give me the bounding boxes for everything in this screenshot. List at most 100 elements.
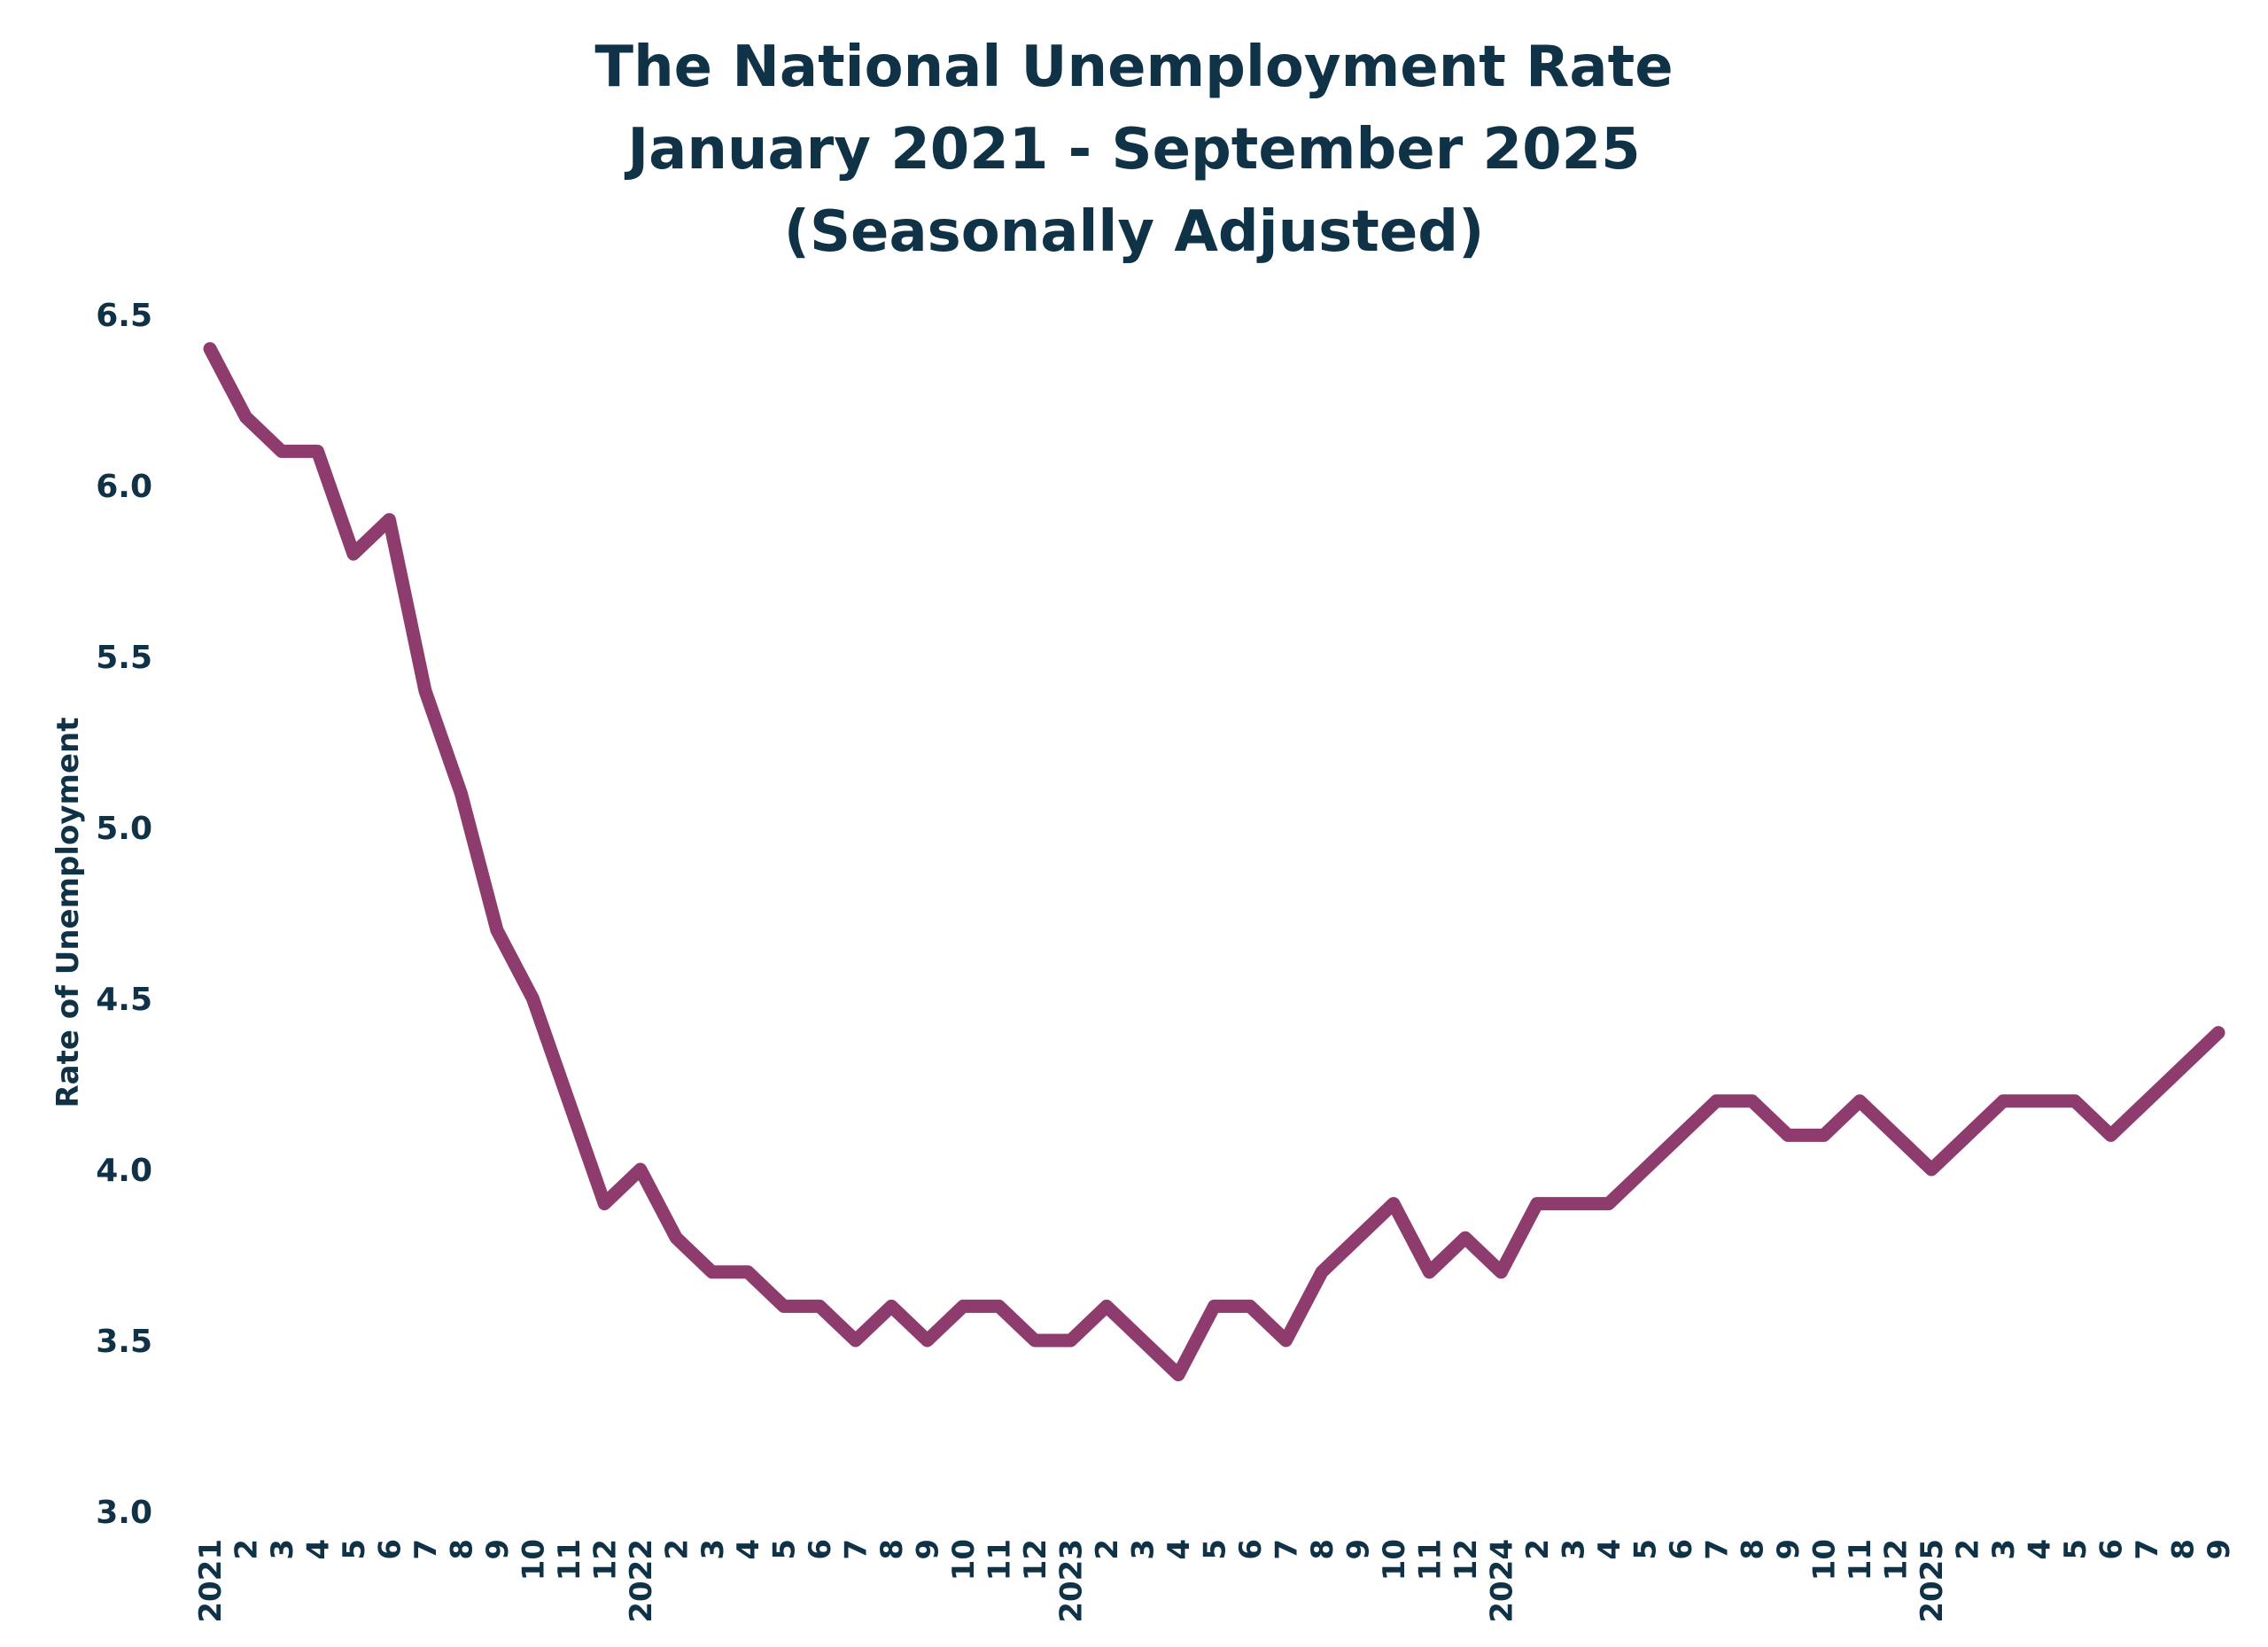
x-tick-label: 9 xyxy=(1771,1539,1806,1560)
x-tick-label: 12 xyxy=(587,1539,623,1581)
x-tick-label: 9 xyxy=(1340,1539,1376,1560)
data-point xyxy=(1643,1168,1647,1171)
data-point xyxy=(1463,1236,1467,1240)
data-point xyxy=(351,552,355,556)
x-tick-label: 7 xyxy=(2130,1539,2165,1560)
x-tick-label: 5 xyxy=(1198,1539,1233,1560)
x-tick-label: 11 xyxy=(1412,1539,1448,1581)
data-point xyxy=(1140,1339,1145,1342)
data-point xyxy=(1212,1304,1216,1309)
x-tick-label: 8 xyxy=(1305,1539,1340,1560)
data-point xyxy=(1786,1133,1790,1138)
data-point xyxy=(602,1201,607,1206)
x-tick-label: 7 xyxy=(1699,1539,1735,1560)
y-tick-label: 4.0 xyxy=(96,1153,152,1189)
x-tick-label: 4 xyxy=(2023,1539,2058,1560)
data-point xyxy=(1821,1133,1826,1138)
data-point xyxy=(566,1099,571,1103)
y-tick-label: 3.0 xyxy=(96,1495,152,1531)
x-tick-label: 2022 xyxy=(624,1539,659,1623)
data-point xyxy=(1391,1201,1395,1206)
x-tick-label: 2 xyxy=(1090,1539,1125,1560)
x-tick-label: 11 xyxy=(552,1539,587,1581)
x-tick-label: 3 xyxy=(695,1539,731,1560)
data-point xyxy=(1427,1270,1432,1274)
data-point xyxy=(1068,1339,1073,1342)
x-tick-label: 3 xyxy=(1986,1539,2022,1560)
data-point xyxy=(208,346,212,351)
x-tick-label: 4 xyxy=(731,1539,766,1560)
data-point xyxy=(818,1304,822,1309)
data-point xyxy=(925,1339,929,1342)
x-tick-label: 6 xyxy=(372,1539,408,1560)
x-tick-label: 9 xyxy=(480,1539,516,1560)
y-tick-label: 6.0 xyxy=(96,469,152,505)
data-point xyxy=(1571,1201,1575,1206)
x-tick-label: 5 xyxy=(337,1539,372,1560)
chart-title-line: January 2021 - September 2025 xyxy=(624,117,1640,183)
data-point xyxy=(1965,1133,1969,1138)
data-point xyxy=(2037,1099,2041,1103)
data-point xyxy=(997,1304,1001,1309)
x-tick-label: 5 xyxy=(767,1539,803,1560)
x-tick-label: 6 xyxy=(1233,1539,1269,1560)
data-point xyxy=(1105,1304,1109,1309)
data-point xyxy=(1284,1339,1288,1342)
data-point xyxy=(315,449,320,454)
data-point xyxy=(1714,1099,1719,1103)
x-tick-label: 5 xyxy=(1627,1539,1663,1560)
data-point xyxy=(674,1236,679,1240)
x-tick-label: 2025 xyxy=(1915,1539,1950,1623)
x-tick-label: 9 xyxy=(911,1539,946,1560)
x-tick-label: 6 xyxy=(2094,1539,2130,1560)
data-point xyxy=(2217,1030,2220,1035)
x-tick-label: 6 xyxy=(1664,1539,1699,1560)
data-point xyxy=(494,928,499,932)
x-tick-label: 3 xyxy=(1126,1539,1161,1560)
x-tick-label: 2021 xyxy=(193,1539,229,1623)
data-point xyxy=(423,688,427,693)
data-point xyxy=(1606,1201,1611,1206)
x-tick-label: 8 xyxy=(444,1539,479,1560)
data-point xyxy=(1750,1099,1754,1103)
data-point xyxy=(1499,1270,1503,1274)
series-group xyxy=(203,342,2225,1382)
x-tick-label: 6 xyxy=(803,1539,838,1560)
data-point xyxy=(638,1168,642,1171)
y-tick-label: 5.0 xyxy=(96,811,152,847)
data-point xyxy=(387,517,392,522)
series-line-unemployment-rate xyxy=(203,342,2225,1382)
x-tick-label: 8 xyxy=(1736,1539,1771,1560)
x-tick-label: 8 xyxy=(2166,1539,2202,1560)
data-point xyxy=(1247,1304,1252,1309)
data-point xyxy=(1893,1133,1898,1138)
y-axis-ticks: 3.0 3.5 4.0 4.5 5.0 5.5 6.0 6.5 xyxy=(96,298,152,1531)
chart-title-line: The National Unemployment Rate xyxy=(594,35,1673,100)
data-point xyxy=(2001,1099,2006,1103)
y-tick-label: 3.5 xyxy=(96,1324,152,1360)
x-tick-label: 3 xyxy=(1556,1539,1591,1560)
chart-title-line: (Seasonally Adjusted) xyxy=(784,199,1485,265)
x-tick-label: 4 xyxy=(1161,1539,1197,1560)
data-point xyxy=(279,449,284,454)
x-tick-label: 7 xyxy=(1269,1539,1304,1560)
y-tick-label: 4.5 xyxy=(96,982,152,1018)
x-tick-label: 7 xyxy=(408,1539,444,1560)
x-tick-label: 10 xyxy=(1377,1539,1412,1581)
x-tick-label: 2 xyxy=(229,1539,264,1560)
x-tick-label: 8 xyxy=(874,1539,910,1560)
chart-title: The National Unemployment Rate January 20… xyxy=(594,35,1673,265)
x-tick-label: 2 xyxy=(1520,1539,1556,1560)
x-tick-label: 5 xyxy=(2058,1539,2093,1560)
x-axis-ticks: 2021 2 3 4 5 6 7 8 9 10 11 12 2022 2 3 4 5 6 7 8 9 10 11 12 2023… xyxy=(193,1539,2237,1623)
x-tick-label: 11 xyxy=(983,1539,1018,1581)
x-tick-label: 2023 xyxy=(1054,1539,1090,1623)
x-tick-label: 10 xyxy=(516,1539,551,1581)
x-tick-label: 2 xyxy=(659,1539,695,1560)
x-tick-label: 11 xyxy=(1843,1539,1878,1581)
data-point xyxy=(2073,1099,2078,1103)
x-tick-label: 9 xyxy=(2202,1539,2237,1560)
data-point xyxy=(1355,1236,1360,1240)
data-point xyxy=(781,1304,786,1309)
